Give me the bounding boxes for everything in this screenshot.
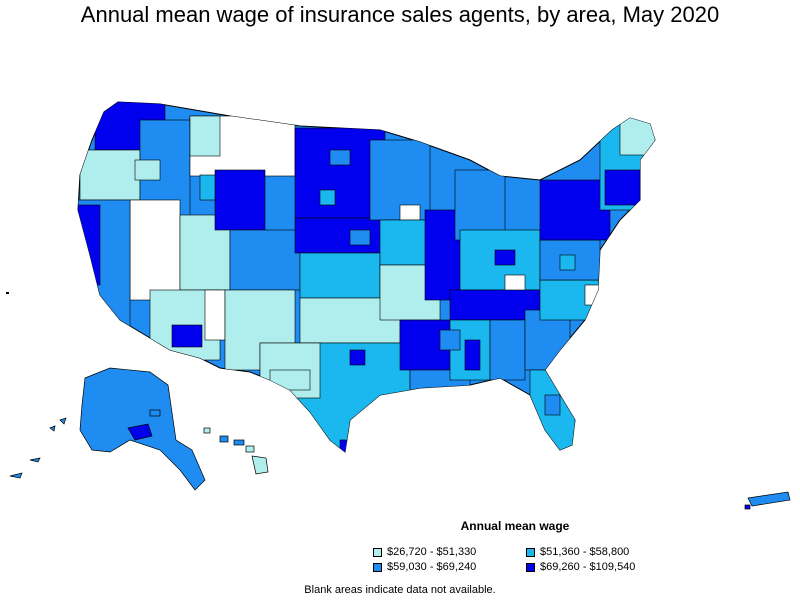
region-michigan — [454, 169, 506, 241]
region-nm-blank — [204, 289, 226, 341]
region-va-blank — [584, 284, 601, 306]
region-wyoming — [214, 169, 266, 231]
hawaii-map — [203, 427, 269, 475]
region-az-phoenix — [171, 324, 203, 348]
legend-label-1: $26,720 - $51,330 — [387, 546, 477, 558]
region-colorado — [229, 229, 301, 291]
region-kansas — [299, 252, 381, 299]
legend-swatch-3 — [373, 562, 382, 572]
map-marker — [6, 292, 9, 294]
legend-title: Annual mean wage — [460, 519, 570, 533]
legend-label-4: $69,260 - $109,540 — [540, 561, 636, 573]
alaska-anchorage — [127, 423, 153, 441]
region-ma-ct — [604, 169, 641, 206]
legend-swatch-1 — [373, 547, 382, 557]
legend-item-2: $51,360 - $58,800 — [526, 546, 629, 558]
region-pa-ny — [539, 179, 611, 241]
legend-swatch-2 — [526, 547, 535, 557]
legend-item-1: $26,720 - $51,330 — [373, 546, 476, 558]
region-wi-blank — [399, 204, 421, 221]
region-montana-west — [189, 115, 221, 157]
legend-item-4: $69,260 - $109,540 — [526, 561, 635, 573]
alaska-map — [9, 367, 206, 491]
legend-item-3: $59,030 - $69,240 — [373, 561, 476, 573]
region-or — [79, 149, 141, 201]
map-title: Annual mean wage of insurance sales agen… — [80, 2, 720, 27]
region-nebraska — [294, 217, 386, 254]
region-alabama — [489, 319, 526, 381]
footnote: Blank areas indicate data not available. — [304, 584, 496, 596]
legend-label-2: $51,360 - $58,800 — [540, 546, 630, 558]
puerto-rico-map — [744, 491, 791, 510]
region-ca-coast — [78, 204, 101, 286]
legend-label-3: $59,030 - $69,240 — [387, 561, 477, 573]
legend-swatch-4 — [526, 562, 535, 572]
region-nevada-blank — [129, 199, 181, 301]
